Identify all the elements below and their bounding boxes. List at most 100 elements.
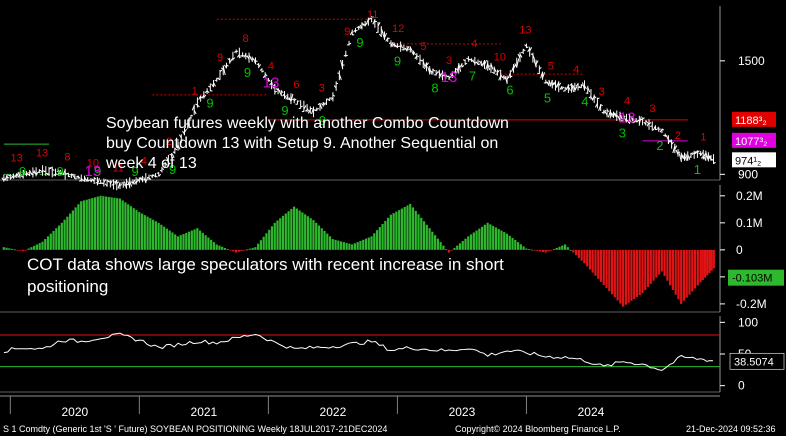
position-bar	[641, 249, 644, 294]
price-bar-close	[297, 100, 300, 102]
setup-label: 5	[544, 90, 551, 105]
position-tag-label: -0.103M	[732, 273, 772, 285]
position-bar	[646, 249, 650, 287]
price-bar-open	[672, 145, 676, 154]
price-bar-open	[46, 173, 50, 176]
price-bar-close	[271, 81, 275, 89]
position-tick-label: -0.2M	[736, 297, 767, 311]
position-bar	[456, 245, 459, 250]
price-bar-close	[645, 120, 649, 124]
price-bar-open	[307, 109, 311, 114]
countdown-label: 3	[319, 82, 325, 94]
position-bar	[57, 225, 61, 250]
position-tick-label: 0.2M	[736, 189, 763, 203]
setup-label: 3	[619, 125, 626, 140]
price-bar-open	[688, 156, 692, 158]
price-bar-close	[561, 86, 565, 90]
price-bar-open	[495, 73, 498, 75]
position-bar	[331, 239, 334, 250]
position-bar	[616, 249, 619, 301]
position-bar	[143, 215, 146, 250]
price-bar-close	[348, 42, 352, 45]
price-bar-close	[322, 102, 326, 106]
position-bar	[630, 249, 633, 301]
price-bar-close	[48, 167, 52, 170]
price-bar-close	[413, 51, 416, 56]
price-bar-open	[117, 182, 121, 189]
price-bar-open	[372, 19, 376, 25]
position-bar	[132, 208, 135, 250]
price-bar-open	[504, 75, 508, 84]
position-bar	[450, 249, 453, 251]
price-bar-close	[609, 111, 613, 118]
price-bar-open	[634, 120, 637, 122]
setup-label: 9	[244, 65, 251, 80]
position-bar	[633, 249, 636, 299]
price-bar-open	[278, 90, 282, 96]
countdown-label: 13	[36, 148, 48, 160]
price-bar-open	[159, 169, 163, 172]
price-bar-open	[340, 59, 344, 69]
position-bar	[530, 249, 533, 251]
x-tick-label: 2021	[191, 405, 218, 419]
x-tick-label: 2022	[320, 405, 347, 419]
position-bar	[420, 217, 423, 250]
position-bar	[232, 249, 235, 252]
price-bar-open	[198, 95, 202, 100]
price-bar-open	[669, 139, 673, 144]
position-bar	[320, 228, 323, 250]
price-bar-close	[606, 110, 610, 112]
position-bar	[541, 249, 545, 252]
price-bar-close	[497, 69, 500, 73]
price-bar-close	[597, 97, 600, 100]
position-bar	[146, 216, 149, 250]
position-bar	[22, 249, 25, 252]
price-bar-open	[478, 60, 482, 64]
position-bar	[580, 249, 583, 261]
price-bar-open	[411, 50, 414, 56]
price-bar-open	[491, 71, 495, 74]
position-bar	[588, 249, 592, 270]
price-bar-close	[684, 154, 687, 161]
price-bar-open	[485, 63, 489, 70]
price-bar-close	[702, 153, 706, 159]
price-bar-close	[377, 22, 381, 27]
position-bar	[701, 249, 704, 280]
setup-label: 4	[581, 94, 588, 109]
price-bar-close	[529, 47, 533, 52]
osc-tick-label: 0	[738, 379, 745, 393]
price-bar-close	[713, 161, 716, 165]
price-bar-close	[429, 67, 433, 75]
countdown-label: 13	[10, 153, 22, 165]
countdown-label: 4	[471, 38, 477, 50]
price-bar-close	[303, 105, 307, 110]
price-bar-close	[635, 120, 639, 123]
price-bar-open	[708, 155, 712, 160]
price-bar-close	[284, 95, 287, 99]
position-bar	[5, 247, 8, 250]
price-bar-close	[203, 94, 207, 98]
price-bar-close	[16, 173, 20, 178]
price-bar-open	[656, 127, 659, 129]
position-bar	[425, 224, 428, 250]
position-bar	[121, 200, 124, 250]
price-bar-close	[32, 171, 36, 174]
price-bar-open	[165, 156, 169, 162]
position-bar	[151, 219, 155, 250]
position-bar	[113, 197, 116, 250]
price-bar-close	[96, 177, 100, 185]
price-bar-open	[553, 81, 556, 86]
position-bar	[359, 240, 362, 250]
position-bar	[157, 222, 160, 250]
price-bar-close	[593, 95, 597, 99]
position-bar	[663, 249, 666, 277]
price-bar-close	[329, 97, 332, 99]
price-bar-close	[158, 173, 162, 177]
price-bar-open	[700, 156, 704, 159]
price-bar-open	[578, 86, 582, 89]
position-bar	[24, 249, 27, 251]
price-bar-close	[58, 169, 62, 175]
position-bar	[223, 247, 227, 250]
countdown-label: 13	[519, 25, 531, 37]
position-bar	[182, 234, 185, 250]
